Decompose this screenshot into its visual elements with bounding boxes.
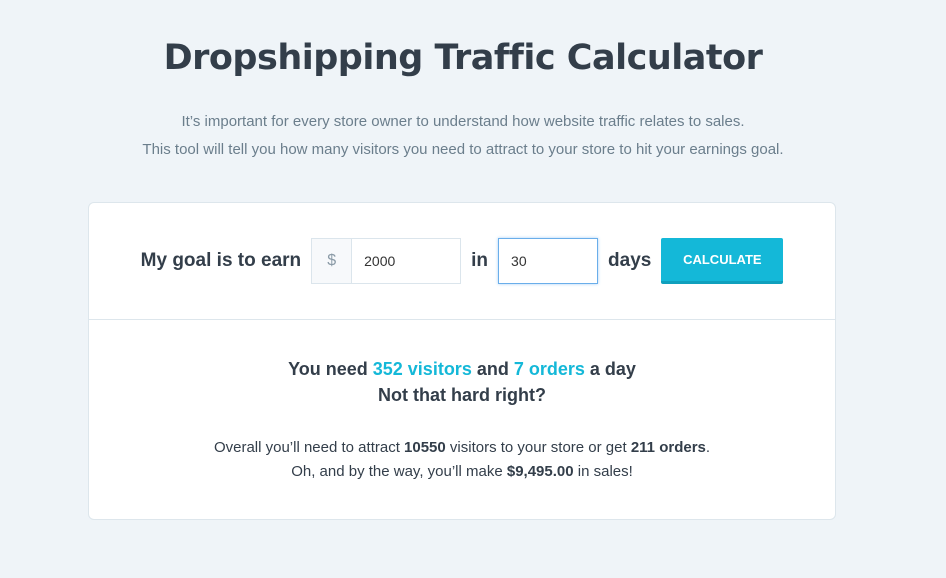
result-tagline: Not that hard right? — [378, 385, 546, 405]
result-summary: You need 352 visitors and 7 orders a day… — [89, 356, 835, 408]
total-visitors: 10550 — [404, 439, 446, 456]
in-label: in — [471, 250, 489, 271]
details-text: . — [705, 439, 711, 456]
result-text: a day — [584, 359, 636, 379]
details-text: visitors to your store or get — [445, 439, 631, 456]
subtitle-line: This tool will tell you how many visitor… — [142, 141, 784, 158]
days-input[interactable] — [498, 238, 599, 284]
details-text: Oh, and by the way, you’ll make — [291, 463, 507, 480]
orders-per-day: 7 orders — [513, 359, 585, 379]
result-details: Overall you’ll need to attract 10550 vis… — [89, 436, 835, 484]
days-label: days — [608, 250, 652, 271]
page-title: Dropshipping Traffic Calculator — [163, 38, 763, 78]
goal-form: My goal is to earn $ in days CALCULATE — [89, 203, 835, 320]
page-subtitle: It’s important for every store owner to … — [0, 108, 926, 164]
goal-label: My goal is to earn — [140, 250, 302, 271]
currency-prefix: $ — [312, 239, 353, 283]
result-text: and — [471, 359, 514, 379]
details-text: in sales! — [573, 463, 633, 480]
calculator-card: My goal is to earn $ in days CALCULATE Y… — [88, 202, 836, 520]
calculate-button[interactable]: CALCULATE — [661, 238, 784, 284]
amount-input-group: $ — [311, 238, 462, 284]
amount-input[interactable] — [352, 239, 461, 283]
result-text: You need — [288, 359, 373, 379]
subtitle-line: It’s important for every store owner to … — [181, 113, 745, 130]
details-text: Overall you’ll need to attract — [213, 439, 405, 456]
total-orders: 211 orders — [630, 439, 706, 456]
total-sales: $9,495.00 — [506, 463, 574, 480]
visitors-per-day: 352 visitors — [372, 359, 472, 379]
